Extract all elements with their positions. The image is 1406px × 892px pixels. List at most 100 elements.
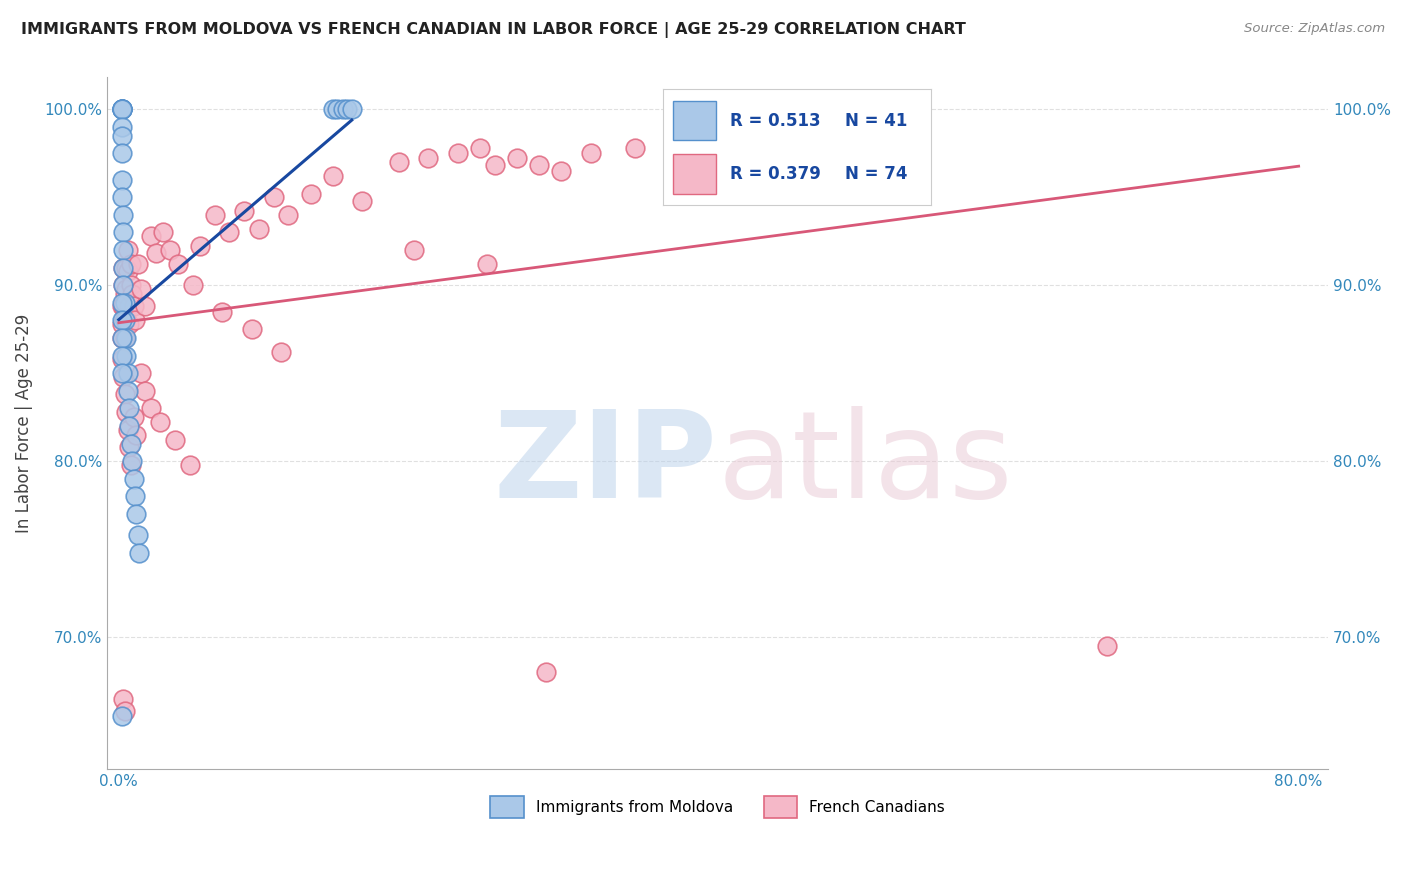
Point [124, 490, 146, 504]
Point [118, 299, 141, 313]
Point [468, 141, 491, 155]
Point [111, 128, 134, 143]
Point [111, 102, 134, 116]
Point [111, 146, 134, 161]
Point [179, 458, 201, 472]
Point [188, 239, 211, 253]
Point [418, 152, 440, 166]
Point [111, 299, 134, 313]
Point [115, 282, 138, 296]
Point [624, 141, 647, 155]
Point [120, 436, 142, 450]
Point [247, 222, 270, 236]
Point [111, 190, 134, 204]
Point [149, 416, 172, 430]
Point [114, 313, 136, 327]
Point [152, 225, 174, 239]
Point [111, 102, 134, 116]
Point [115, 405, 138, 419]
Point [332, 102, 354, 116]
Point [263, 190, 285, 204]
Point [145, 246, 167, 260]
Point [111, 120, 134, 134]
Point [240, 322, 263, 336]
Point [211, 304, 233, 318]
Text: Source: ZipAtlas.com: Source: ZipAtlas.com [1244, 22, 1385, 36]
Point [122, 472, 145, 486]
Point [166, 257, 188, 271]
Point [111, 102, 134, 116]
Point [112, 243, 135, 257]
Point [127, 257, 149, 271]
Point [1095, 639, 1118, 653]
Point [121, 287, 143, 301]
Point [668, 134, 690, 148]
Point [447, 146, 470, 161]
Point [117, 366, 139, 380]
Point [120, 458, 142, 472]
Point [388, 155, 411, 169]
Point [112, 369, 135, 384]
Point [477, 257, 499, 271]
Point [141, 228, 163, 243]
Point [402, 243, 425, 257]
Point [299, 186, 322, 201]
Text: ZIP: ZIP [494, 407, 717, 524]
Point [112, 208, 135, 222]
Point [111, 709, 134, 723]
Point [117, 423, 139, 437]
Point [233, 204, 256, 219]
Point [112, 278, 135, 293]
Point [111, 102, 134, 116]
Point [112, 260, 135, 275]
Point [111, 172, 134, 186]
Point [118, 317, 141, 331]
Point [277, 208, 299, 222]
Point [336, 102, 359, 116]
Point [118, 401, 141, 416]
Point [114, 387, 136, 401]
Point [117, 243, 139, 257]
Point [128, 546, 150, 560]
Point [111, 331, 134, 345]
Point [484, 158, 506, 172]
Point [204, 208, 226, 222]
Text: atlas: atlas [717, 407, 1014, 524]
Point [579, 146, 602, 161]
Point [111, 317, 134, 331]
Point [111, 331, 134, 345]
Point [134, 384, 156, 398]
Point [125, 427, 148, 442]
Point [111, 313, 134, 327]
Point [114, 287, 136, 301]
Point [326, 102, 349, 116]
Point [112, 278, 135, 293]
Point [270, 345, 292, 359]
Point [118, 440, 141, 454]
Point [181, 278, 204, 293]
Point [111, 295, 134, 310]
Point [322, 169, 344, 183]
Point [340, 102, 363, 116]
Point [114, 704, 136, 718]
Point [124, 313, 146, 327]
Point [129, 366, 152, 380]
Point [129, 282, 152, 296]
Point [111, 349, 134, 363]
Point [112, 692, 135, 706]
Point [506, 152, 529, 166]
Point [117, 384, 139, 398]
Point [120, 257, 142, 271]
Point [114, 310, 136, 324]
Point [122, 410, 145, 425]
Point [536, 665, 558, 680]
Point [117, 264, 139, 278]
Point [550, 163, 572, 178]
Point [111, 102, 134, 116]
Point [134, 299, 156, 313]
Point [122, 299, 145, 313]
Point [120, 278, 142, 293]
Point [111, 352, 134, 367]
Legend: Immigrants from Moldova, French Canadians: Immigrants from Moldova, French Canadian… [484, 790, 952, 824]
Point [218, 225, 240, 239]
